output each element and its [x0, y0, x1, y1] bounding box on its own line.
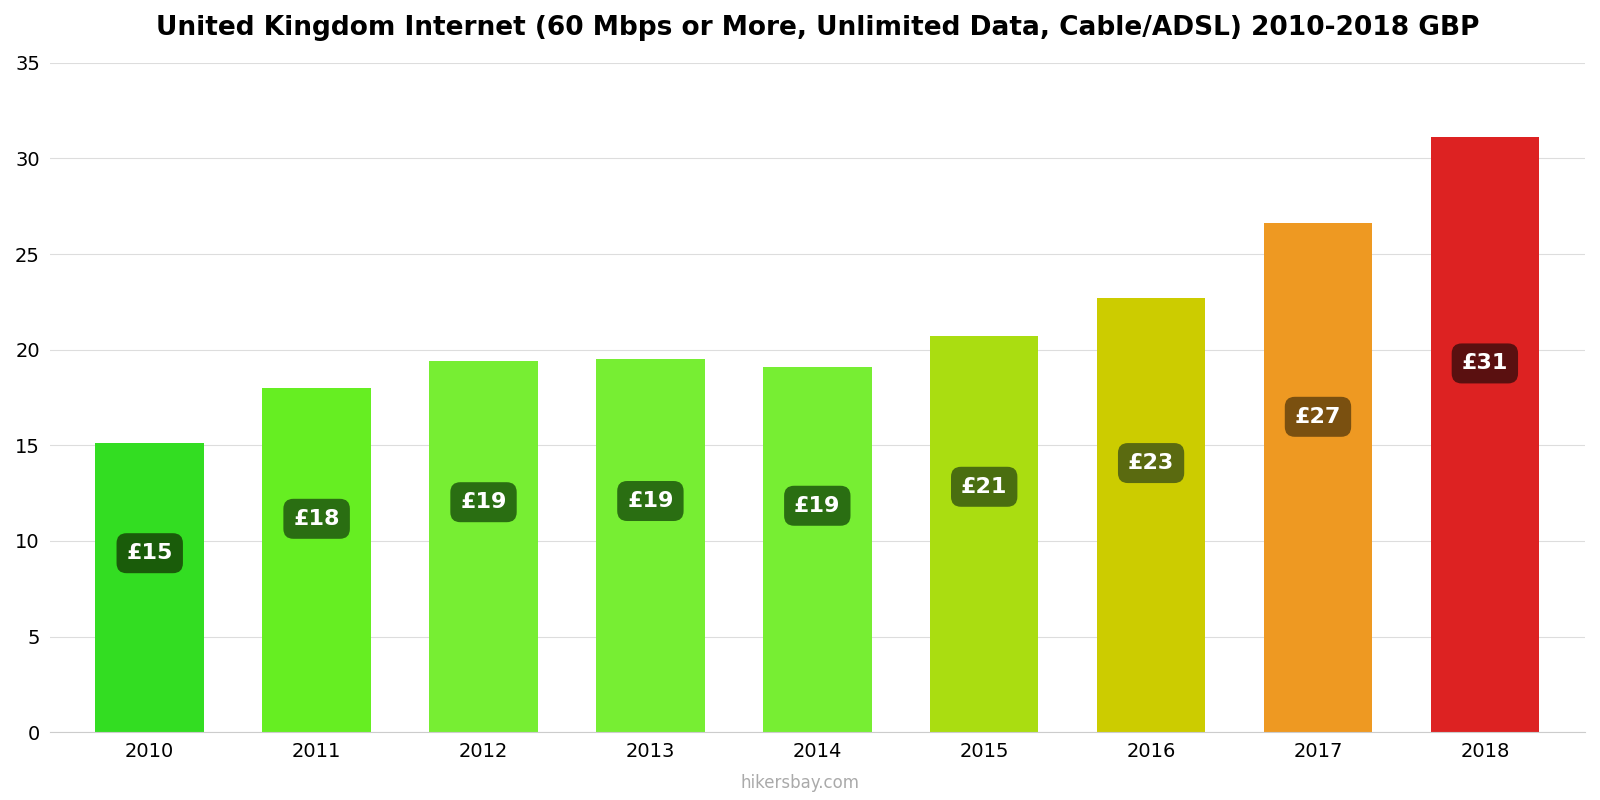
Title: United Kingdom Internet (60 Mbps or More, Unlimited Data, Cable/ADSL) 2010-2018 : United Kingdom Internet (60 Mbps or More… [155, 15, 1478, 41]
Bar [96, 443, 203, 732]
Bar [597, 359, 704, 732]
Text: £18: £18 [293, 509, 339, 529]
Bar [1098, 298, 1205, 732]
Text: £19: £19 [627, 491, 674, 511]
Text: £21: £21 [962, 477, 1008, 497]
Bar [262, 388, 371, 732]
Text: £19: £19 [461, 492, 507, 512]
Bar [763, 367, 872, 732]
Text: £23: £23 [1128, 453, 1174, 473]
Text: £31: £31 [1462, 354, 1509, 374]
Text: £19: £19 [794, 496, 840, 516]
Text: £15: £15 [126, 543, 173, 563]
Bar [1430, 138, 1539, 732]
Text: hikersbay.com: hikersbay.com [741, 774, 859, 792]
Bar [429, 361, 538, 732]
Text: £27: £27 [1294, 407, 1341, 427]
Bar [1264, 223, 1373, 732]
Bar [930, 336, 1038, 732]
